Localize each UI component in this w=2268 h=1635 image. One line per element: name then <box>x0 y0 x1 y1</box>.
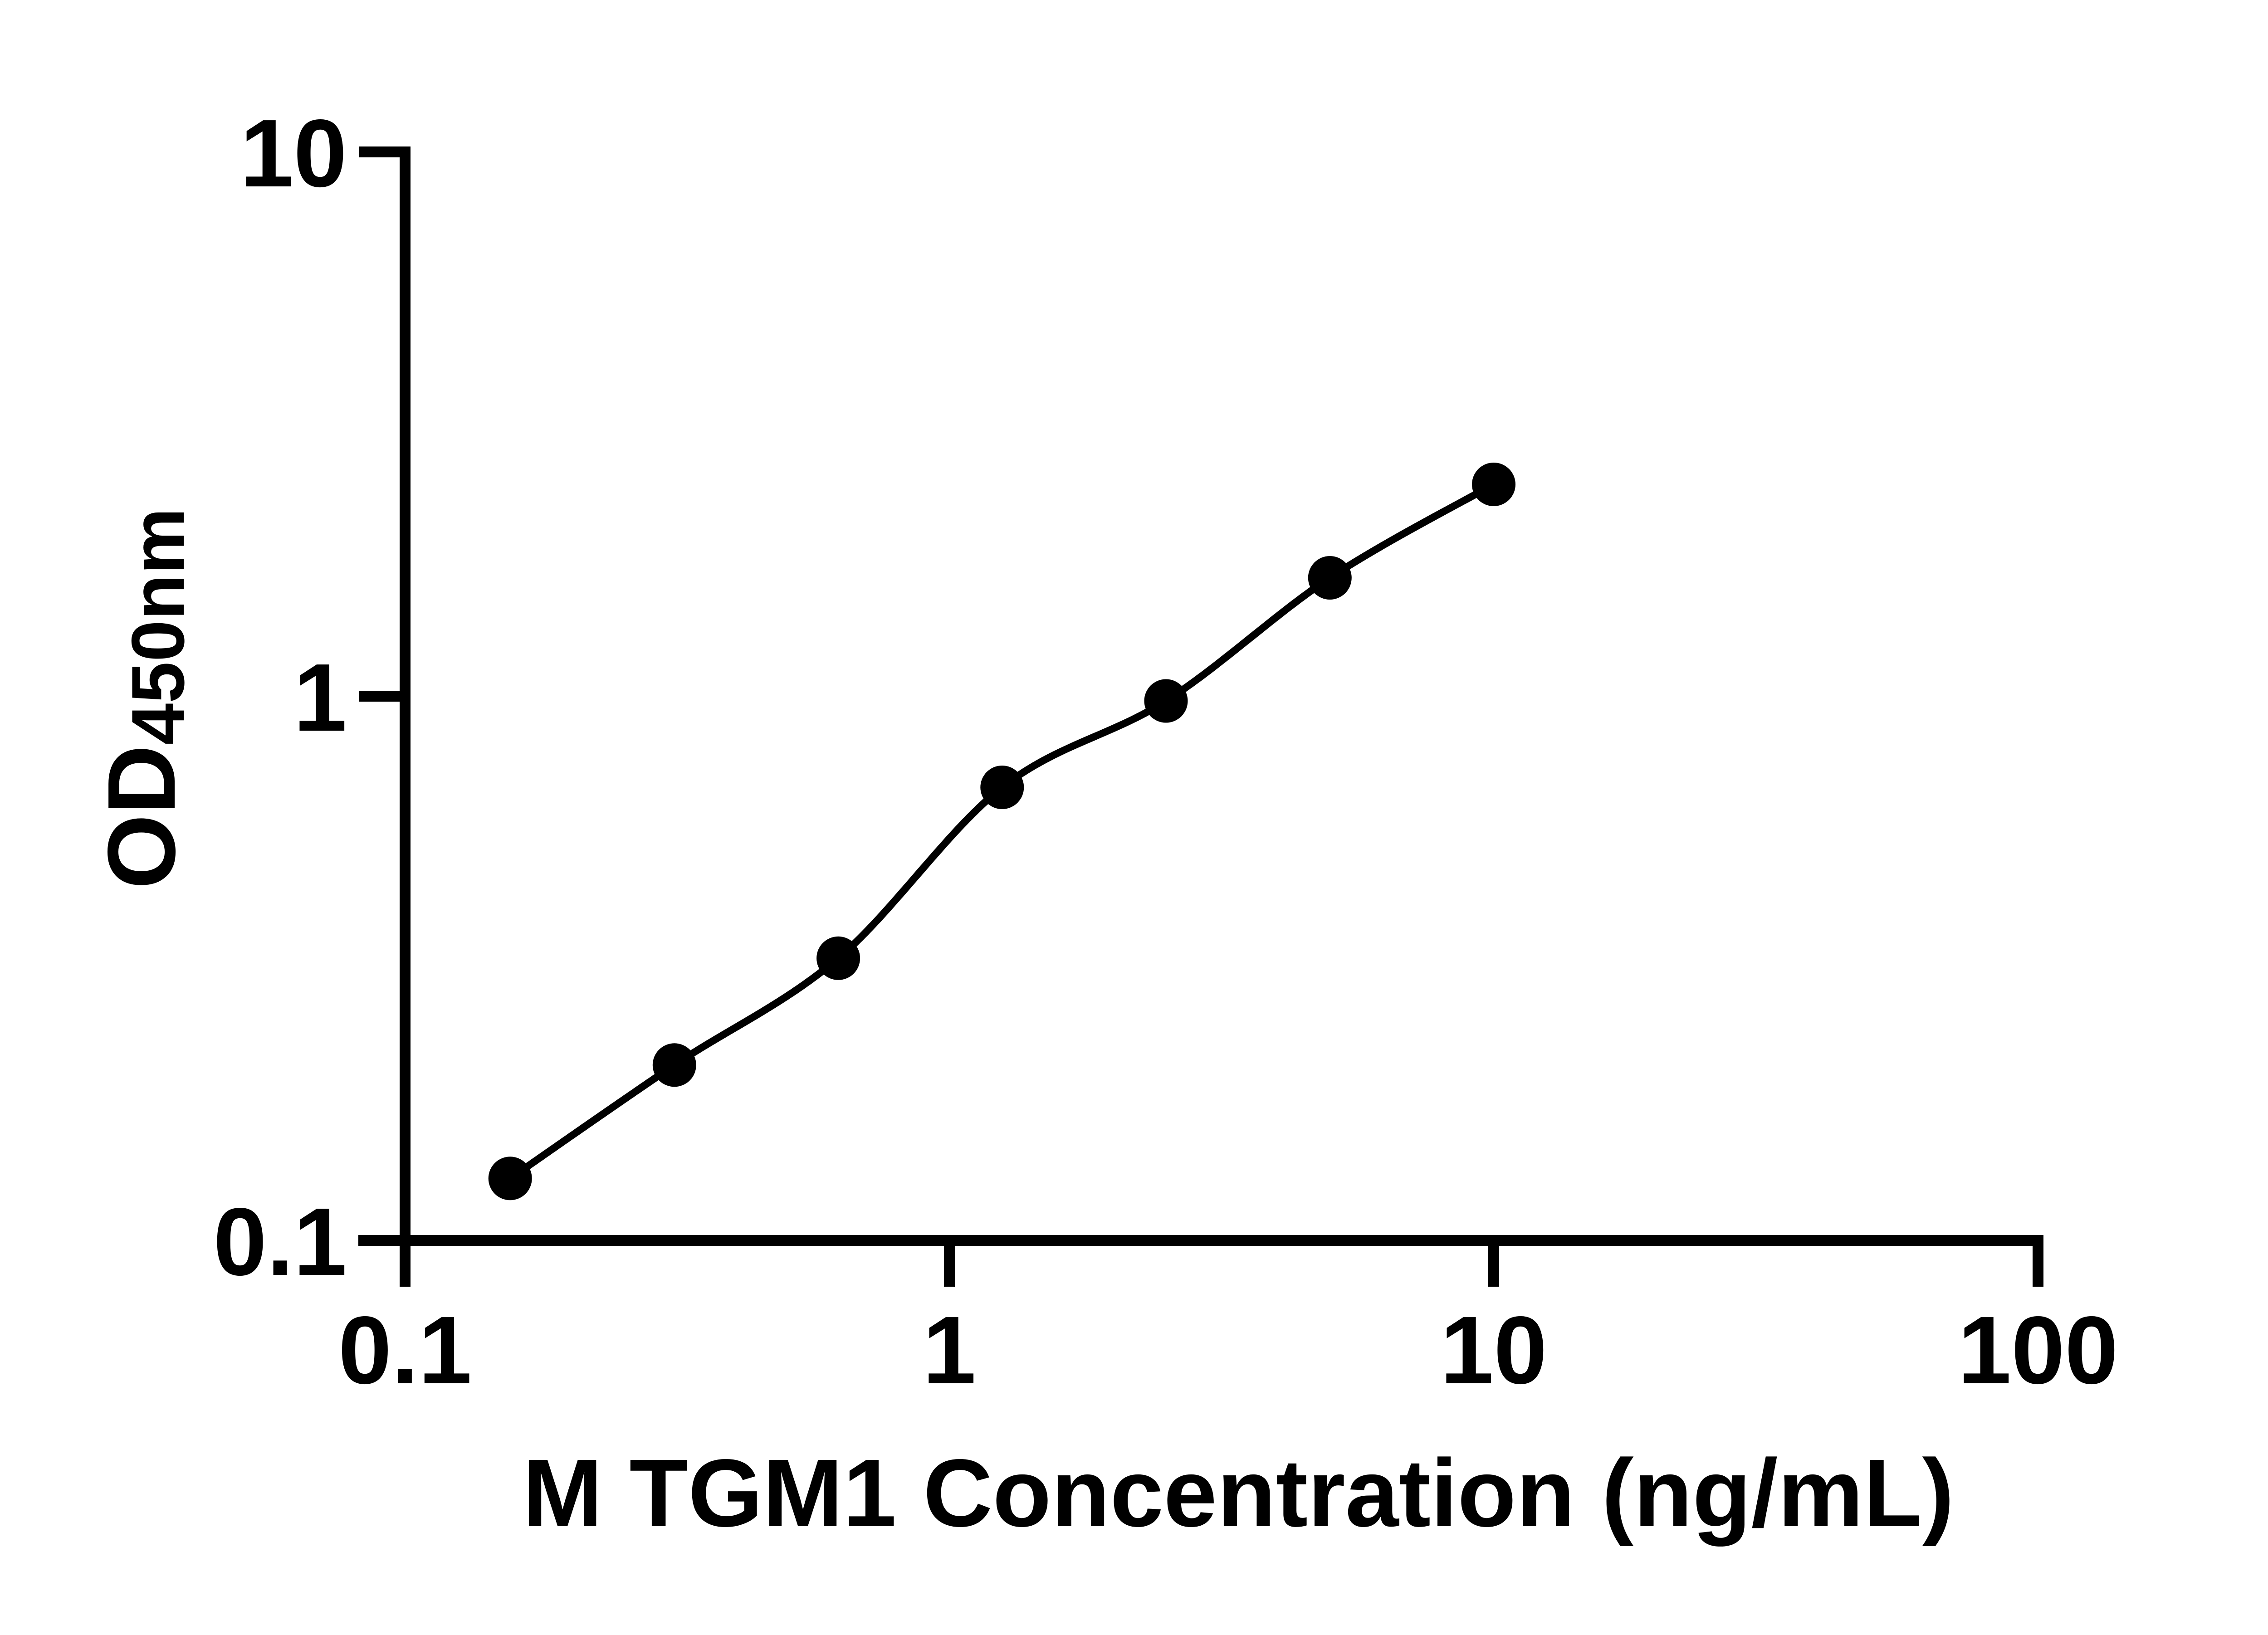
data-point <box>652 1043 696 1087</box>
y-axis-title: OD450nm <box>88 508 200 889</box>
data-point <box>488 1157 532 1201</box>
x-tick-label-1: 1 <box>923 1296 976 1404</box>
axes <box>358 146 2043 1287</box>
data-point <box>816 936 860 980</box>
y-tick-label-1: 1 <box>293 644 347 751</box>
x-tick-label-100: 100 <box>1958 1296 2118 1404</box>
y-tick-labels: 10 1 0.1 <box>213 99 347 1295</box>
y-tick-label-0_1: 0.1 <box>213 1188 347 1295</box>
data-point <box>1144 679 1188 723</box>
x-tick-label-10: 10 <box>1440 1296 1547 1404</box>
x-tick-labels: 0.1 1 10 100 <box>338 1296 2118 1404</box>
y-axis-title-main: OD <box>88 745 195 889</box>
data-point <box>1308 556 1352 600</box>
data-point <box>1472 463 1515 506</box>
x-tick-label-0_1: 0.1 <box>338 1296 472 1404</box>
data-point <box>980 766 1024 809</box>
data-points <box>488 463 1515 1201</box>
y-tick-label-10: 10 <box>240 99 347 207</box>
y-axis-title-subscript: 450nm <box>116 508 200 745</box>
x-axis-title: M TGM1 Concentration (ng/mL) <box>523 1439 1954 1547</box>
